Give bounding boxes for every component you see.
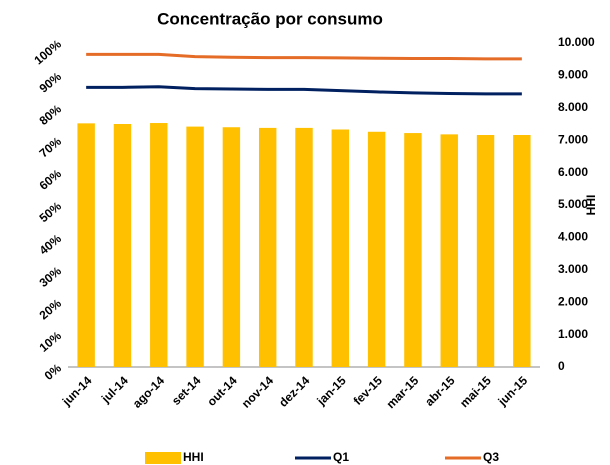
y-tick-label: 90% <box>37 69 65 95</box>
x-tick-label: abr-15 <box>422 373 458 409</box>
y-tick-label: 40% <box>37 231 65 257</box>
bar <box>476 135 495 367</box>
bar <box>513 135 531 367</box>
y-tick-label: 10% <box>37 328 65 354</box>
bar <box>295 127 313 367</box>
legend-label: Q1 <box>333 450 349 464</box>
y2-tick-label: 3.000 <box>558 262 588 276</box>
y2-tick-label: 6.000 <box>558 165 588 179</box>
bar <box>113 124 132 367</box>
y2-tick-label: 7.000 <box>558 132 588 146</box>
legend-label: Q3 <box>483 450 499 464</box>
y2-tick-label: 9.000 <box>558 68 588 82</box>
y2-tick-label: 5.000 <box>558 197 588 211</box>
bar <box>440 134 458 367</box>
y2-tick-label: 8.000 <box>558 100 588 114</box>
x-tick-label: nov-14 <box>239 373 276 410</box>
x-tick-label: mai-15 <box>457 373 494 410</box>
x-tick-label: dez-14 <box>276 373 313 410</box>
x-tick-label: out-14 <box>204 373 240 409</box>
bar <box>404 133 422 367</box>
y-tick-label: 80% <box>37 102 65 128</box>
bar <box>331 129 350 367</box>
x-tick-label: set-14 <box>169 373 204 408</box>
y-tick-label: 0% <box>42 361 65 383</box>
bar <box>150 123 168 367</box>
y-tick-label: 20% <box>37 296 65 322</box>
y2-tick-label: 1.000 <box>558 327 588 341</box>
legend-swatch <box>145 452 181 464</box>
chart-title: Concentração por consumo <box>157 9 383 28</box>
legend-label: HHI <box>183 450 204 464</box>
x-tick-label: jun-14 <box>59 373 95 409</box>
bar <box>77 123 95 368</box>
y-tick-label: 60% <box>37 166 65 192</box>
y2-tick-label: 4.000 <box>558 230 588 244</box>
bar <box>258 127 277 367</box>
y-tick-label: 50% <box>37 199 65 225</box>
y-tick-label: 30% <box>37 264 65 290</box>
x-tick-label: mar-15 <box>384 373 422 411</box>
x-tick-label: fev-15 <box>351 373 386 408</box>
y-tick-label: 70% <box>37 134 65 160</box>
x-tick-label: jan-15 <box>314 373 349 408</box>
y2-tick-label: 0 <box>558 359 565 373</box>
x-tick-label: ago-14 <box>130 373 167 410</box>
y2-axis-label: HHI <box>584 195 598 216</box>
line <box>86 52 522 61</box>
y-tick-label: 100% <box>31 37 64 68</box>
x-tick-label: jul-14 <box>98 373 131 406</box>
bar <box>186 126 204 367</box>
y2-tick-label: 10.000 <box>558 35 595 49</box>
x-tick-label: jun-15 <box>495 373 531 409</box>
y2-tick-label: 2.000 <box>558 294 588 308</box>
bar <box>367 131 386 367</box>
line <box>86 85 522 96</box>
bar <box>222 127 241 368</box>
